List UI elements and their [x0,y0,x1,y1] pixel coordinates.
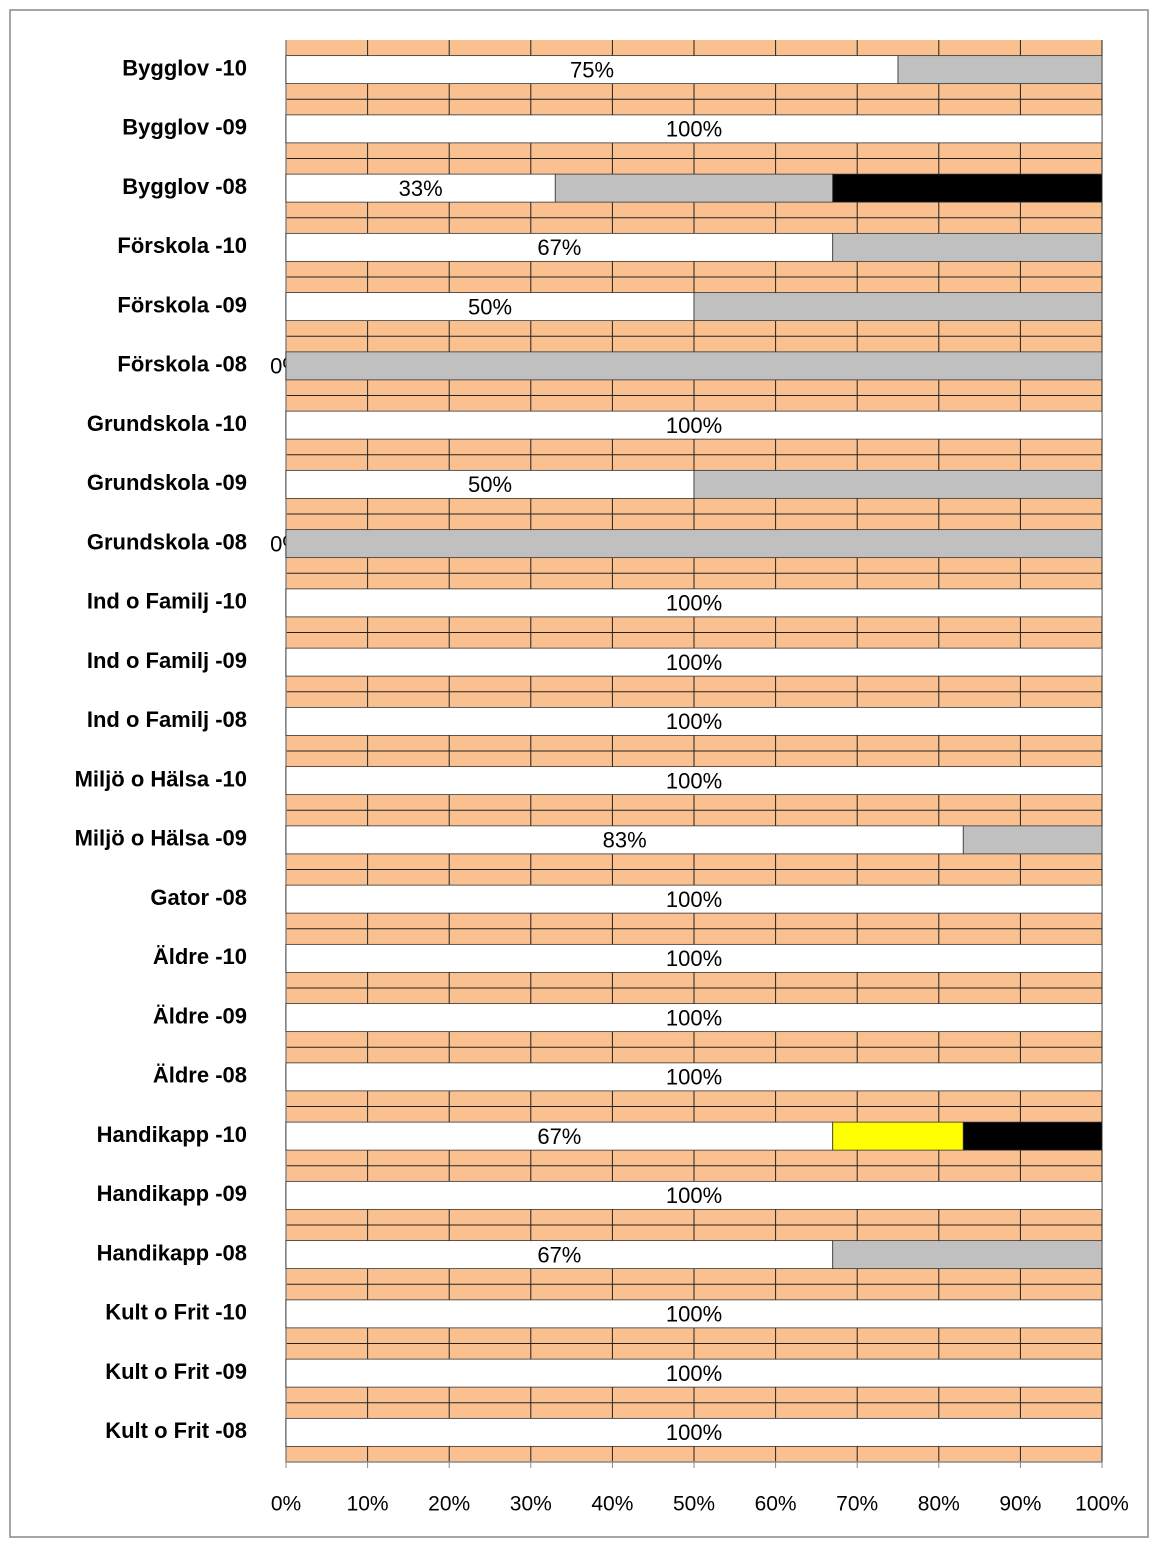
data-label: 100% [666,1005,722,1030]
data-label: 75% [570,57,614,82]
x-tick-label: 60% [755,1493,797,1516]
bar-segment [285,588,1103,618]
category-label: Gator -08 [150,885,247,910]
data-label: 100% [666,413,722,438]
category-label: Äldre -08 [153,1063,247,1088]
data-label: 100% [666,709,722,734]
bar-segment [693,469,1103,499]
category-label: Bygglov -08 [122,174,247,199]
data-label: 100% [666,946,722,971]
category-label: Äldre -10 [153,944,247,969]
data-label: 100% [666,117,722,142]
bar-segment [285,1180,1103,1210]
category-label: Kult o Frit -10 [105,1300,247,1325]
bar-segment [285,1240,834,1270]
data-label: 100% [666,1302,722,1327]
data-label: 50% [468,472,512,497]
data-label: 67% [537,1242,581,1267]
category-label: Ind o Familj -09 [87,648,247,673]
bar-segment [832,232,1103,262]
bar-segment [285,55,899,85]
category-label: Handikapp -08 [97,1240,247,1265]
bar-segment [285,943,1103,973]
bar-segment [693,292,1103,322]
data-label: 100% [666,1361,722,1386]
data-label: 100% [666,1183,722,1208]
category-label: Grundskola -10 [87,411,247,436]
bar-segment [285,706,1103,736]
bar-segment [962,1121,1103,1151]
x-tick-label: 90% [999,1493,1041,1516]
bar-segment [285,292,695,322]
bar-segment [285,410,1103,440]
x-tick-label: 80% [918,1493,960,1516]
bar-segment [832,173,1103,203]
bar-segment [285,647,1103,677]
bar-segment [285,469,695,499]
data-label: 100% [666,768,722,793]
bar-segment [285,1299,1103,1329]
bar-segment [285,1121,834,1151]
bar-segment [285,1003,1103,1033]
category-label: Förskola -08 [117,352,247,377]
bar-segment [832,1240,1103,1270]
category-label: Bygglov -10 [122,55,247,80]
bar-segment [832,1121,964,1151]
data-label: 100% [666,591,722,616]
x-tick-label: 20% [428,1493,470,1516]
category-label: Grundskola -08 [87,529,247,554]
category-label: Äldre -09 [153,1003,247,1028]
category-label: Handikapp -10 [97,1122,247,1147]
bar-segment [285,1417,1103,1447]
category-label: Grundskola -09 [87,470,247,495]
category-label: Handikapp -09 [97,1181,247,1206]
bar-segment [285,351,1103,381]
category-label: Miljö o Hälsa -10 [75,766,247,791]
data-label: 100% [666,1065,722,1090]
x-tick-label: 100% [1075,1493,1129,1516]
category-label: Förskola -09 [117,292,247,317]
bar-segment [897,55,1103,85]
bar-segment [285,1062,1103,1092]
data-label: 50% [468,294,512,319]
x-tick-label: 50% [673,1493,715,1516]
data-label: 67% [537,235,581,260]
x-tick-label: 0% [271,1493,301,1516]
x-tick-label: 40% [591,1493,633,1516]
bar-segment [285,114,1103,144]
category-label: Kult o Frit -09 [105,1359,247,1384]
data-label: 100% [666,650,722,675]
x-tick-label: 70% [836,1493,878,1516]
category-label: Ind o Familj -10 [87,589,247,614]
x-tick-label: 10% [347,1493,389,1516]
data-label: 100% [666,887,722,912]
x-tick-label: 30% [510,1493,552,1516]
category-label: Bygglov -09 [122,115,247,140]
data-label: 33% [399,176,443,201]
bar-segment [285,173,556,203]
bar-segment [285,884,1103,914]
bar-segment [285,825,964,855]
data-label: 67% [537,1124,581,1149]
data-label: 83% [603,828,647,853]
bar-segment [285,232,834,262]
bar-segment [285,766,1103,796]
bar-segment [962,825,1103,855]
category-label: Förskola -10 [117,233,247,258]
data-label: 100% [666,1420,722,1445]
category-label: Ind o Familj -08 [87,707,247,732]
category-label: Kult o Frit -08 [105,1418,247,1443]
bar-segment [285,529,1103,559]
bar-segment [285,1358,1103,1388]
bar-segment [554,173,834,203]
category-label: Miljö o Hälsa -09 [75,826,247,851]
